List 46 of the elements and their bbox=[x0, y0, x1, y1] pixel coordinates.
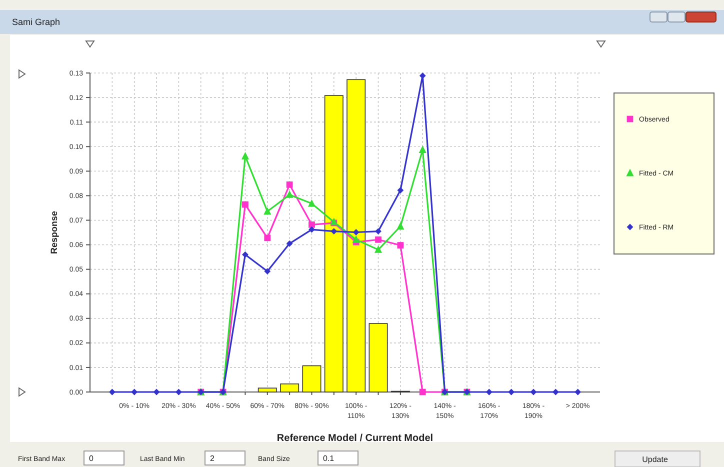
bar bbox=[324, 95, 344, 392]
point bbox=[375, 236, 382, 243]
text: 2 bbox=[210, 454, 215, 463]
point bbox=[131, 388, 138, 396]
point bbox=[286, 240, 293, 247]
point bbox=[552, 388, 559, 396]
point bbox=[396, 222, 404, 230]
text: Update bbox=[642, 455, 668, 464]
point bbox=[308, 226, 315, 233]
text: 0 bbox=[89, 454, 94, 463]
point bbox=[530, 388, 537, 396]
bar bbox=[302, 365, 322, 392]
point bbox=[419, 72, 426, 79]
point bbox=[419, 388, 426, 396]
bar bbox=[258, 388, 277, 392]
x-axis-title: Reference Model / Current Model bbox=[276, 433, 434, 444]
point bbox=[286, 181, 293, 188]
point bbox=[508, 388, 515, 396]
point bbox=[242, 201, 248, 208]
point bbox=[242, 251, 248, 258]
chart-title: Sami Graph bbox=[12, 17, 60, 27]
point bbox=[241, 152, 250, 160]
point bbox=[574, 388, 582, 396]
point bbox=[418, 146, 426, 154]
bar bbox=[280, 384, 300, 392]
point bbox=[308, 221, 315, 228]
bar bbox=[346, 79, 366, 392]
point bbox=[264, 234, 271, 242]
point bbox=[308, 199, 316, 207]
point bbox=[352, 229, 360, 236]
point bbox=[397, 187, 404, 194]
point bbox=[286, 190, 294, 198]
point bbox=[330, 228, 338, 234]
point bbox=[153, 388, 160, 396]
point bbox=[108, 388, 116, 396]
point bbox=[352, 235, 360, 243]
text: 0.1 bbox=[323, 454, 335, 463]
point bbox=[374, 245, 382, 253]
point bbox=[175, 388, 182, 396]
point bbox=[264, 268, 271, 274]
bar bbox=[368, 323, 388, 392]
point bbox=[264, 207, 272, 215]
point bbox=[375, 228, 382, 234]
point bbox=[486, 388, 492, 396]
point bbox=[397, 242, 404, 248]
y-axis-title: Response bbox=[49, 210, 59, 254]
